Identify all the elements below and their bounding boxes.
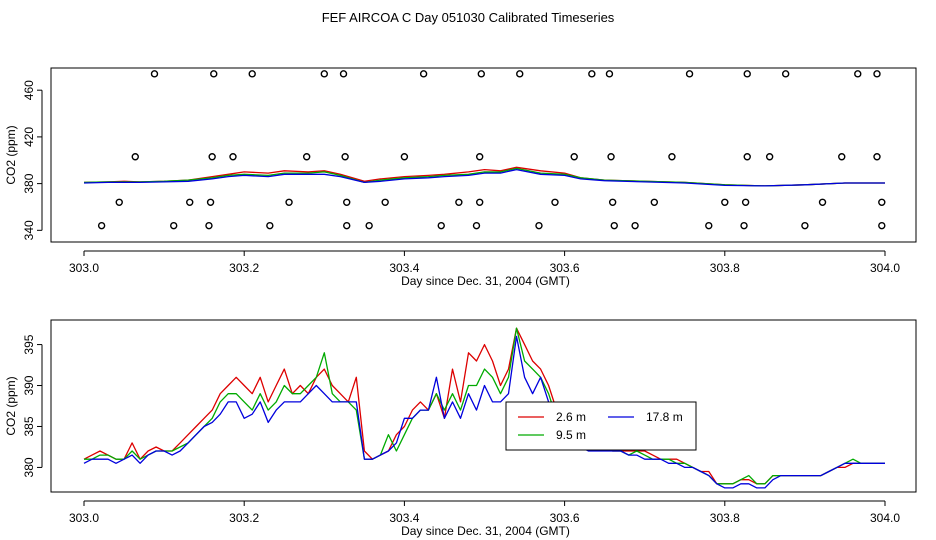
x-tick-label: 304.0 — [870, 511, 900, 525]
calibration-point — [741, 198, 750, 206]
calibration-point — [607, 153, 615, 161]
calibration-point — [248, 70, 256, 78]
calibration-point — [229, 153, 237, 161]
calibration-point — [740, 221, 748, 230]
calibration-point — [131, 153, 139, 161]
x-axis-label: Day since Dec. 31, 2004 (GMT) — [401, 524, 570, 538]
calibration-point — [650, 198, 659, 206]
panel-bottom: 303.0 303.2 303.4 303.6 303.8 304.0 Day since … — [4, 319, 917, 538]
calibration-point — [341, 153, 349, 161]
calibration-point — [381, 198, 389, 206]
y-axis-label: CO2 (ppm) — [4, 125, 18, 184]
calibration-point — [186, 198, 194, 206]
legend-label: 17.8 m — [646, 410, 683, 424]
series-line-17-8-m — [83, 335, 885, 489]
calibration-point — [400, 153, 409, 161]
calibration-point — [455, 198, 463, 206]
plot-frame — [50, 67, 917, 243]
x-axis-label: Day since Dec. 31, 2004 (GMT) — [401, 274, 570, 288]
calibration-point — [588, 70, 596, 78]
y-tick-label: 380 — [22, 457, 36, 477]
calibration-point — [801, 221, 809, 230]
y-tick-label: 380 — [22, 173, 36, 193]
calibration-point — [878, 221, 886, 230]
x-tick-label: 304.0 — [870, 261, 900, 275]
calibration-point — [343, 198, 351, 206]
calibration-point — [205, 221, 213, 230]
x-tick-label: 303.4 — [389, 511, 419, 525]
y-tick-label: 385 — [22, 416, 36, 436]
calibration-point — [818, 198, 827, 206]
legend-label: 2.6 m — [556, 410, 586, 424]
calibration-point — [608, 198, 617, 206]
calibration-point — [878, 198, 886, 206]
y-tick-label: 395 — [22, 334, 36, 354]
calibration-point — [631, 221, 639, 230]
calibration-point — [705, 221, 713, 230]
x-tick-label: 303.8 — [710, 511, 740, 525]
series-line-2-6-m — [83, 166, 885, 187]
calibration-point — [206, 198, 215, 206]
calibration-point — [266, 221, 274, 230]
calibration-point — [551, 198, 559, 206]
calibration-point — [170, 221, 178, 230]
calibration-point — [743, 70, 751, 78]
legend-label: 9.5 m — [556, 428, 586, 442]
calibration-point — [150, 70, 159, 78]
x-tick-label: 303.2 — [229, 261, 259, 275]
calibration-point — [343, 221, 351, 230]
calibration-point — [668, 153, 676, 161]
calibration-point — [838, 153, 846, 161]
calibration-point — [873, 70, 881, 78]
y-tick-label: 340 — [22, 220, 36, 240]
x-tick-label: 303.2 — [229, 511, 259, 525]
calibration-point — [97, 221, 106, 230]
calibration-point — [765, 153, 774, 161]
calibration-point — [339, 70, 348, 78]
calibration-point — [115, 198, 123, 206]
calibration-point — [570, 153, 578, 161]
series-line-2-6-m — [83, 327, 885, 485]
calibration-point — [210, 70, 218, 78]
calibration-point — [605, 70, 614, 78]
y-axis-label: CO2 (ppm) — [4, 376, 18, 435]
calibration-point — [472, 221, 481, 230]
calibration-point — [285, 198, 293, 206]
series-line-9-5-m — [84, 327, 885, 485]
calibration-point — [516, 70, 524, 78]
calibration-point — [475, 153, 484, 161]
y-tick-label: 390 — [22, 375, 36, 395]
calibration-point — [854, 70, 862, 78]
calibration-point — [302, 153, 311, 161]
panel-top: 303.0 303.2 303.4 303.6 303.8 304.0 Day since … — [4, 67, 917, 288]
x-tick-label: 303.0 — [69, 511, 99, 525]
calibration-point — [721, 198, 729, 206]
calibration-point — [419, 70, 428, 78]
x-tick-label: 303.6 — [550, 511, 580, 525]
x-tick-label: 303.8 — [710, 261, 740, 275]
y-tick-label: 420 — [22, 127, 36, 147]
calibration-point — [873, 153, 881, 161]
x-tick-label: 303.6 — [550, 261, 580, 275]
legend-box — [505, 401, 697, 451]
calibration-point — [610, 221, 618, 230]
calibration-point — [437, 221, 445, 230]
series-line-17-8-m — [83, 168, 885, 187]
calibration-point — [685, 70, 694, 78]
x-tick-label: 303.0 — [69, 261, 99, 275]
calibration-point — [535, 221, 543, 230]
calibration-point — [320, 70, 328, 78]
calibration-point — [781, 70, 790, 78]
calibration-point — [477, 70, 485, 78]
legend: 2.6 m 9.5 m 17.8 m — [505, 401, 697, 451]
calibration-point — [208, 153, 216, 161]
x-tick-label: 303.4 — [389, 261, 419, 275]
figure-title: FEF AIRCOA C Day 051030 Calibrated Times… — [322, 10, 615, 25]
plot-frame — [50, 319, 917, 493]
y-tick-label: 460 — [22, 80, 36, 100]
calibration-point — [743, 153, 751, 161]
calibration-point — [365, 221, 373, 230]
calibration-point — [475, 198, 484, 206]
